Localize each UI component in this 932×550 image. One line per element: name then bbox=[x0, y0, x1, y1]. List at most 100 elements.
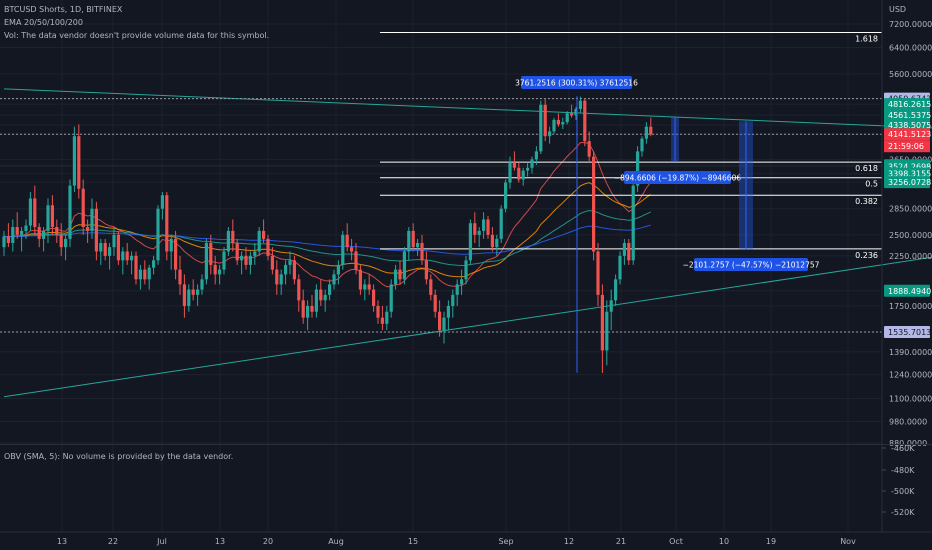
candle-body bbox=[262, 230, 266, 239]
candle-body bbox=[112, 234, 116, 248]
candle bbox=[482, 212, 486, 239]
candle bbox=[600, 284, 604, 374]
candle bbox=[336, 260, 340, 285]
trendline bbox=[3, 256, 932, 398]
price-tick-label: 2850.0000 bbox=[889, 205, 932, 214]
price-tick-label: 1390.0000 bbox=[889, 348, 932, 357]
candle-body bbox=[11, 227, 15, 243]
price-badge-value: 4141.5123 bbox=[888, 130, 931, 139]
candles bbox=[2, 96, 653, 374]
candle bbox=[301, 289, 305, 324]
candle-body bbox=[539, 104, 543, 152]
candle bbox=[160, 191, 164, 220]
candle-body bbox=[174, 238, 178, 270]
price-badge-value: 4816.2615 bbox=[888, 100, 931, 109]
candle-body bbox=[526, 167, 530, 171]
candle bbox=[495, 234, 499, 256]
candle bbox=[253, 242, 257, 265]
candle bbox=[543, 98, 547, 142]
candle-body bbox=[446, 305, 450, 318]
candle bbox=[125, 242, 129, 265]
candle bbox=[81, 179, 85, 235]
candle-body bbox=[226, 230, 230, 252]
price-badge-value: 4338.5075 bbox=[888, 121, 931, 130]
legend-obv[interactable]: OBV (SMA, 5): No volume is provided by t… bbox=[4, 452, 234, 461]
candle bbox=[218, 264, 222, 285]
time-tick-label: 12 bbox=[564, 537, 574, 546]
candle bbox=[442, 311, 446, 344]
candle-body bbox=[512, 162, 516, 168]
pane-separator[interactable] bbox=[0, 444, 932, 445]
candle-body bbox=[614, 279, 618, 301]
candle-body bbox=[578, 100, 582, 109]
time-tick-label: Oct bbox=[669, 537, 683, 546]
candle bbox=[455, 279, 459, 306]
legend-vol[interactable]: Vol: The data vendor doesn't provide vol… bbox=[4, 31, 270, 40]
candle bbox=[380, 305, 384, 331]
candle-body bbox=[574, 108, 578, 116]
countdown-bg bbox=[884, 140, 930, 153]
obv-tick-label: -460K bbox=[891, 444, 915, 453]
candle-body bbox=[609, 300, 613, 312]
measurement-label: −894.6606 (−19.87%) −8946606 bbox=[614, 174, 741, 183]
candle bbox=[94, 201, 98, 261]
price-badge: 1888.4940 bbox=[884, 284, 931, 297]
candle-body bbox=[530, 159, 534, 168]
candle bbox=[512, 151, 516, 171]
price-tick-label: 1240.0000 bbox=[889, 371, 932, 380]
candle-body bbox=[332, 274, 336, 285]
candle bbox=[433, 289, 437, 318]
candle-body bbox=[147, 267, 151, 280]
candle-body bbox=[534, 151, 538, 160]
candle bbox=[222, 247, 226, 275]
candle-body bbox=[433, 294, 437, 312]
candle-body bbox=[240, 255, 244, 261]
candle bbox=[138, 264, 142, 290]
ema-lines bbox=[3, 141, 652, 288]
candle-body bbox=[90, 208, 94, 231]
candle-body bbox=[587, 141, 591, 157]
candle bbox=[116, 230, 120, 265]
ema-20-line bbox=[3, 141, 652, 288]
candle-body bbox=[178, 269, 182, 285]
price-badge-value: 3524.2698 bbox=[888, 162, 931, 171]
ema-100-line bbox=[3, 209, 652, 267]
candle bbox=[574, 106, 578, 120]
candle-body bbox=[600, 294, 604, 351]
candle bbox=[204, 238, 208, 285]
candle bbox=[28, 191, 32, 231]
candle-body bbox=[627, 242, 631, 261]
legend-ema[interactable]: EMA 20/50/100/200 bbox=[4, 18, 83, 27]
candle bbox=[376, 300, 380, 324]
candle bbox=[583, 98, 587, 147]
candle-body bbox=[182, 284, 186, 306]
candle-body bbox=[618, 255, 622, 280]
candle-body bbox=[420, 242, 424, 261]
candle-body bbox=[495, 238, 499, 248]
price-badge: 3256.0728 bbox=[884, 176, 931, 189]
candle bbox=[152, 255, 156, 275]
candle bbox=[504, 179, 508, 213]
candle bbox=[103, 238, 107, 261]
candle-body bbox=[499, 208, 503, 239]
obv-axis: -460K -480K -500K -520K bbox=[882, 444, 915, 517]
candle bbox=[556, 113, 560, 127]
candle-body bbox=[108, 247, 112, 256]
price-badges: 4950.67434816.26154561.53754338.50754141… bbox=[884, 92, 931, 338]
legend-symbol[interactable]: BTCUSD Shorts, 1D, BITFINEX bbox=[4, 5, 123, 14]
candle-body bbox=[253, 251, 257, 256]
candle-body bbox=[222, 251, 226, 270]
candle bbox=[112, 227, 116, 256]
candle-body bbox=[328, 284, 332, 295]
candle-body bbox=[631, 185, 635, 261]
measurement-label-bg bbox=[694, 258, 808, 271]
candle-body bbox=[306, 305, 310, 318]
measurement-label: 3761.2516 (300.31%) 37612516 bbox=[515, 79, 638, 88]
price-badge-bg bbox=[884, 98, 930, 111]
candle-body bbox=[138, 269, 142, 280]
candle-body bbox=[468, 223, 472, 261]
candle bbox=[262, 219, 266, 243]
candle bbox=[526, 162, 530, 177]
candle bbox=[473, 212, 477, 243]
price-tick-label: 1750.0000 bbox=[889, 302, 932, 311]
